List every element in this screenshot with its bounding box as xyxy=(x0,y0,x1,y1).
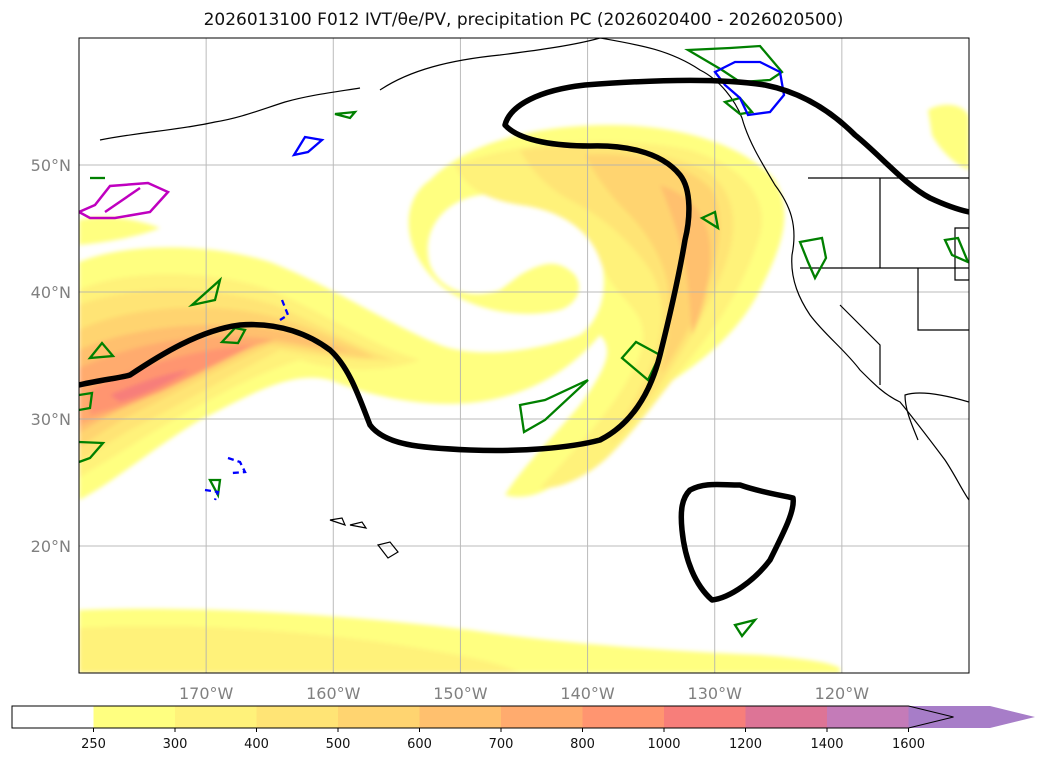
colorbar-tick-label: 700 xyxy=(489,737,514,752)
lat-tick-label: 30°N xyxy=(31,410,71,429)
ivt-ne-corner xyxy=(928,104,969,170)
colorbar-extend-arrow xyxy=(908,706,1035,728)
lon-tick-label: 120°W xyxy=(815,684,870,703)
colorbar-tick-label: 250 xyxy=(81,737,106,752)
ivt-ne-level-600 xyxy=(660,185,711,335)
lat-tick-label: 50°N xyxy=(31,156,71,175)
colorbar-tick-label: 400 xyxy=(244,737,269,752)
colorbar-outline xyxy=(11,705,954,729)
colorbar-segment xyxy=(256,706,338,728)
lon-tick-label: 130°W xyxy=(688,684,743,703)
colorbar-segment xyxy=(93,706,175,728)
gridlines xyxy=(79,38,969,673)
colorbar-segment xyxy=(745,706,827,728)
colorbar-tick-label: 1600 xyxy=(892,737,925,752)
ivt-west-patch xyxy=(79,217,160,245)
black-contours xyxy=(79,77,969,603)
ivt-level-1000 xyxy=(110,370,190,402)
map-area xyxy=(79,38,969,673)
magenta-contour xyxy=(79,181,171,220)
lat-tick-label: 40°N xyxy=(31,283,71,302)
colorbar-tick-label: 1200 xyxy=(729,737,762,752)
colorbar-tick-label: 1000 xyxy=(647,737,680,752)
colorbar-under-segment xyxy=(12,706,94,728)
colorbar: 250 300 400 500 600 700 800 1000 1200 1400 1600 xyxy=(11,705,1035,752)
blue-contours xyxy=(204,60,786,501)
lon-tick-label: 160°W xyxy=(306,684,361,703)
lon-tick-label: 140°W xyxy=(560,684,615,703)
colorbar-tick-label: 600 xyxy=(407,737,432,752)
colorbar-tick-label: 800 xyxy=(570,737,595,752)
lon-tick-label: 170°W xyxy=(179,684,234,703)
colorbar-segment xyxy=(827,706,909,728)
colorbar-segment xyxy=(338,706,420,728)
colorbar-tick-label: 300 xyxy=(163,737,188,752)
lat-tick-label: 20°N xyxy=(31,537,71,556)
colorbar-segment xyxy=(664,706,746,728)
green-contours xyxy=(79,44,969,638)
colorbar-segment xyxy=(501,706,583,728)
colorbar-tick-label: 500 xyxy=(326,737,351,752)
ivt-shading xyxy=(79,104,969,673)
map-frame xyxy=(78,37,970,674)
ivt-south-band-inner xyxy=(79,625,520,673)
colorbar-segment xyxy=(582,706,664,728)
latitude-tick-labels: 50°N 40°N 30°N 20°N xyxy=(31,156,71,556)
colorbar-segment xyxy=(419,706,501,728)
colorbar-segment xyxy=(175,706,257,728)
longitude-tick-labels: 170°W 160°W 150°W 140°W 130°W 120°W xyxy=(179,684,869,703)
colorbar-tick-label: 1400 xyxy=(810,737,843,752)
lon-tick-label: 150°W xyxy=(433,684,488,703)
map-title: 2026013100 F012 IVT/θe/PV, precipitation… xyxy=(203,10,844,30)
